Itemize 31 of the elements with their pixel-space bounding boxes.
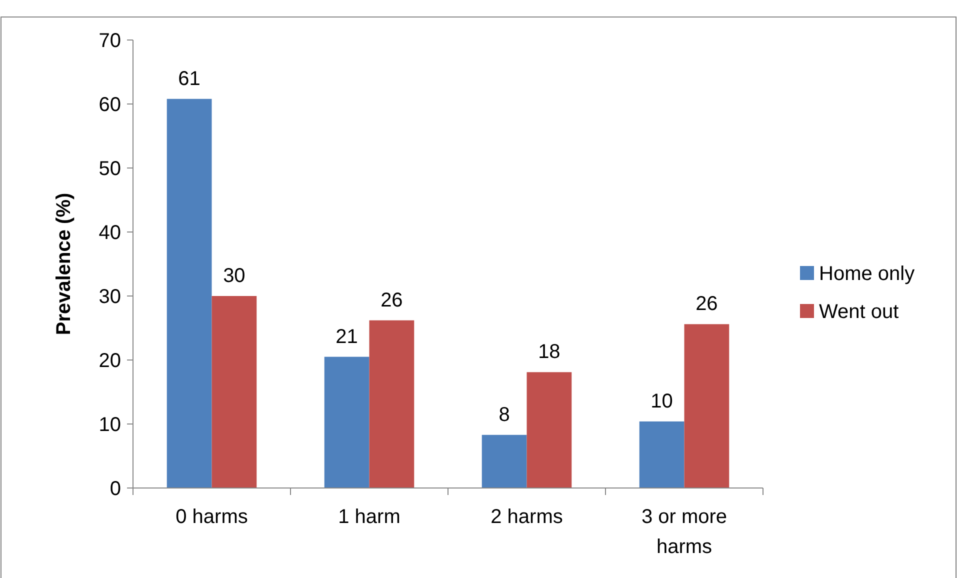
y-axis-title: Prevalence (%) <box>53 192 75 336</box>
bar <box>324 356 370 488</box>
y-tick-label: 60 <box>98 94 121 116</box>
data-label: 21 <box>336 326 358 348</box>
y-tick-label: 20 <box>98 350 121 372</box>
y-tick-label: 30 <box>98 286 121 308</box>
bar <box>639 421 684 488</box>
bar <box>212 296 257 488</box>
y-tick-label: 50 <box>98 158 121 180</box>
legend-label: Home only <box>819 263 915 285</box>
data-label: 30 <box>223 265 246 287</box>
x-tick-label: 3 or more harms <box>641 506 728 558</box>
y-tick-label: 0 <box>110 478 121 500</box>
bar <box>684 324 730 488</box>
bar <box>166 98 212 488</box>
y-tick-label: 40 <box>98 222 121 244</box>
x-tick-label: 1 harm <box>338 506 400 528</box>
legend-label: Went out <box>819 301 900 323</box>
x-tick-label: 2 harms <box>490 506 563 528</box>
data-label: 61 <box>178 68 200 90</box>
data-label: 26 <box>380 289 403 312</box>
bar <box>369 320 414 488</box>
data-label: 10 <box>650 390 673 412</box>
bar <box>526 372 572 488</box>
x-tick-label: 0 harms <box>176 506 248 528</box>
data-label: 8 <box>498 404 510 426</box>
bar <box>482 434 527 488</box>
data-label: 26 <box>696 293 718 316</box>
y-tick-label: 10 <box>98 414 121 436</box>
y-tick-label: 70 <box>98 30 121 52</box>
data-label: 18 <box>538 341 560 364</box>
